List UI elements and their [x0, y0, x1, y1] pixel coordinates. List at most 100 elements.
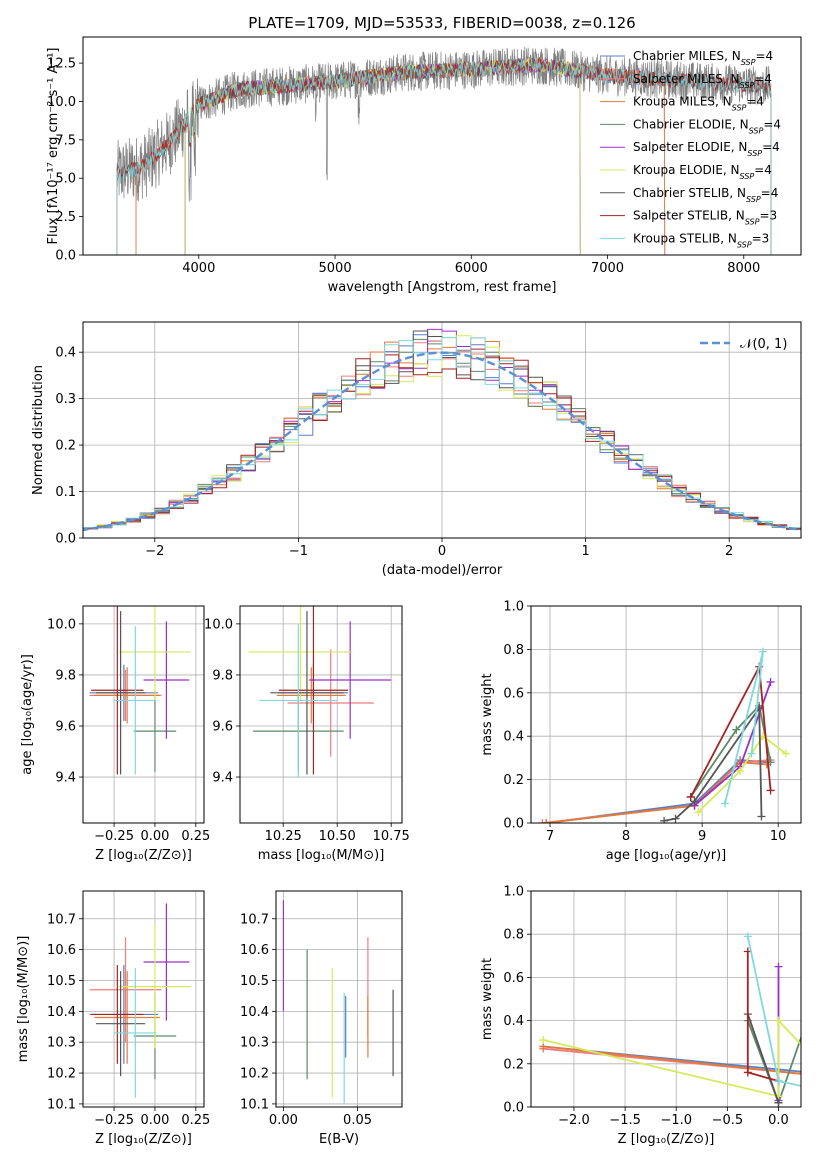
y-tick-label: 10.1: [240, 1097, 269, 1112]
weight-line: [724, 651, 764, 804]
legend-label-suffix: =3: [759, 209, 777, 223]
x-tick-label: 1: [581, 544, 589, 559]
y-axis-label: mass [log₁₀(M/M⊙)]: [16, 936, 31, 1063]
y-tick-label: 10.3: [240, 1036, 269, 1051]
panel-age-vs-mass: 10.25 10.50 10.75 9.4 9.6 9.8 10.0 mass [log₁₀(…: [204, 605, 410, 863]
y-tick-label: 9.8: [55, 668, 76, 683]
plot-area: [89, 606, 191, 775]
legend-label-text: Chabrier MILES, N: [633, 49, 741, 63]
legend-label-text: Chabrier ELODIE, N: [633, 117, 749, 131]
y-tick-label: 10.7: [47, 912, 76, 927]
panel-mass-vs-EBV: 0.00 0.05 10.1 10.2 10.3 10.4 10.5 10.6 10.7 E(B-…: [240, 890, 403, 1147]
y-tick-label: 10.6: [47, 943, 76, 958]
errorbar-point: [96, 611, 146, 775]
errorbar-point: [309, 621, 392, 739]
legend-label-text: Kroupa ELODIE, N: [633, 163, 740, 177]
plus-marker: [774, 1098, 783, 1107]
x-axis-label: (data-model)/error: [382, 563, 503, 578]
y-tick-label: 10.2: [240, 1067, 269, 1082]
plus-marker: [538, 819, 547, 823]
plus-marker: [781, 749, 790, 758]
legend-label-suffix: =4: [755, 49, 773, 63]
y-tick-label: 10.3: [47, 1036, 76, 1051]
model-spectrum-line: [116, 57, 772, 255]
axes-frame: [82, 36, 802, 256]
weight-series: [694, 732, 790, 817]
legend-label: 𝒩(0, 1): [740, 337, 787, 352]
plus-marker: [747, 749, 756, 758]
plus-marker: [743, 1068, 752, 1077]
axes-frame: [82, 321, 802, 539]
errorbar-point: [118, 924, 191, 1049]
y-tick-label: 0.4: [503, 730, 524, 745]
legend-label: Chabrier STELIB, NSSP=4: [633, 186, 778, 204]
legend-label-text: Kroupa MILES, N: [633, 95, 732, 109]
legend-label-suffix: =4: [754, 163, 772, 177]
x-tick-label: 2: [725, 544, 733, 559]
x-tick-label: 10.50: [319, 829, 356, 844]
legend-label-suffix: =4: [761, 186, 779, 200]
x-tick-label: 6000: [455, 261, 488, 276]
plus-marker: [805, 1068, 813, 1076]
y-tick-label: 5.0: [55, 172, 76, 187]
plot-area: [83, 328, 801, 533]
x-tick-label: 7000: [591, 261, 624, 276]
gridlines: [83, 891, 204, 1107]
legend-label-suffix: =4: [754, 72, 772, 86]
axes-frame: [530, 605, 802, 824]
errorbar-point: [259, 623, 338, 778]
plus-marker: [766, 786, 775, 795]
errorbar-point: [114, 626, 157, 775]
plot-area: [89, 903, 191, 1098]
plus-marker: [671, 814, 680, 823]
legend-label: Chabrier ELODIE, NSSP=4: [633, 117, 781, 135]
legend-label-suffix: =4: [746, 95, 764, 109]
panel-weight-vs-age: 7 8 9 10 0.0 0.2 0.4 0.6 0.8 1.0 age [log₁₀(age/yr…: [480, 600, 802, 863]
axes-frame: [530, 890, 802, 1108]
errorbar-point: [89, 937, 162, 1043]
y-tick-label: 0.2: [503, 773, 524, 788]
plus-marker: [720, 799, 729, 808]
y-tick-label: 0.0: [55, 532, 76, 547]
plot-area: [539, 932, 813, 1107]
panel-age-vs-Z: −0.25 0.00 0.25 9.4 9.6 9.8 10.0 Z [log₁₀(Z/Z⊙)…: [20, 605, 210, 863]
errorbar-point: [270, 611, 344, 775]
legend-label-subscript: SSP: [747, 149, 762, 158]
x-tick-label: 0.00: [140, 1113, 169, 1128]
legend-label: Kroupa MILES, NSSP=4: [633, 95, 764, 113]
x-tick-label: 10.75: [373, 829, 410, 844]
legend-item: Salpeter STELIB, NSSP=3: [600, 209, 777, 226]
y-tick-label: 12.5: [47, 57, 76, 72]
x-tick-label: 0.00: [269, 1113, 298, 1128]
legend-label-text: Kroupa STELIB, N: [633, 231, 737, 245]
y-tick-label: 9.6: [55, 719, 76, 734]
y-tick-label: 7.5: [55, 133, 76, 148]
y-tick-label: 10.0: [204, 617, 233, 632]
legend-label-text: Salpeter MILES, N: [633, 72, 740, 86]
plus-marker: [743, 932, 752, 941]
legend-label-text: Salpeter STELIB, N: [633, 209, 745, 223]
y-tick-label: 2.5: [55, 210, 76, 225]
plus-marker: [805, 1071, 813, 1079]
x-axis-label: wavelength [Angstrom, rest frame]: [328, 280, 557, 295]
x-tick-label: −2: [145, 544, 164, 559]
x-tick-label: 0.0: [768, 1113, 789, 1128]
x-axis-label: Z [log₁₀(Z/Z⊙)]: [95, 848, 192, 863]
y-tick-label: 1.0: [503, 885, 524, 900]
y-tick-label: 0.4: [503, 1014, 524, 1029]
y-axis-label: age [log₁₀(age/yr)]: [20, 654, 35, 775]
weight-series: [743, 947, 783, 1086]
x-tick-label: 9: [698, 829, 706, 844]
legend-label-suffix: =4: [763, 117, 781, 131]
x-tick-label: 0.05: [343, 1113, 372, 1128]
weight-line: [697, 734, 787, 813]
observed-spectrum: [116, 46, 772, 202]
legend-item: Kroupa STELIB, NSSP=3: [600, 231, 769, 249]
weight-series: [539, 1016, 801, 1101]
y-tick-label: 0.2: [55, 439, 76, 454]
histogram-step: [83, 337, 801, 532]
y-tick-label: 10.4: [47, 1005, 76, 1020]
axes-frame: [82, 890, 205, 1108]
y-tick-label: 9.6: [212, 719, 233, 734]
axes-frame: [82, 605, 205, 824]
